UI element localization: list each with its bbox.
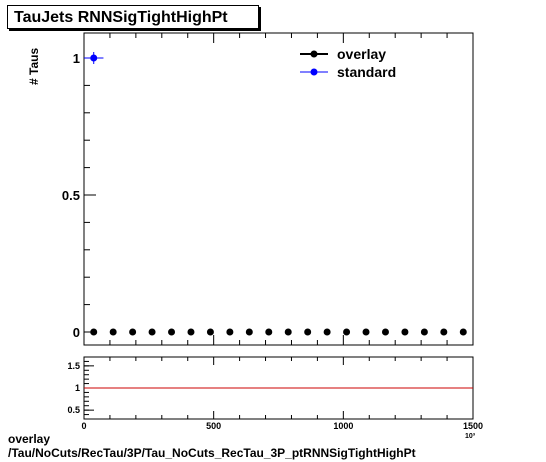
ratio-y-tick-label: 1 (75, 383, 80, 393)
overlay-point (109, 328, 117, 336)
overlay-point (323, 328, 331, 336)
x-tick-label: 1500 (463, 421, 483, 431)
footer-path: /Tau/NoCuts/RecTau/3P/Tau_NoCuts_RecTau_… (8, 446, 416, 460)
overlay-point (284, 328, 292, 336)
x-tick-label: 500 (206, 421, 221, 431)
overlay-point (168, 328, 176, 336)
overlay-point (129, 328, 137, 336)
overlay-point (401, 328, 409, 336)
overlay-point (459, 328, 467, 336)
overlay-point (265, 328, 273, 336)
overlay-point (187, 328, 195, 336)
main-plot: 0 0.5 1 # Taus overlay standard (27, 32, 474, 346)
standard-point (90, 54, 98, 62)
overlay-point (226, 328, 234, 336)
legend-label-standard: standard (337, 64, 396, 80)
overlay-point (381, 328, 389, 336)
main-plot-frame (83, 32, 474, 346)
x-tick-label: 1000 (333, 421, 353, 431)
y-tick-label: 1 (73, 51, 80, 66)
y-tick-label: 0 (73, 325, 80, 340)
ratio-y-tick-label: 1.5 (67, 361, 80, 371)
legend-marker-standard (310, 68, 318, 76)
legend-label-overlay: overlay (337, 46, 386, 62)
overlay-point (148, 328, 156, 336)
overlay-point (245, 328, 253, 336)
overlay-point (440, 328, 448, 336)
overlay-point (420, 328, 428, 336)
overlay-point (343, 328, 351, 336)
chart-title: TauJets RNNSigTightHighPt (7, 5, 259, 29)
footer-label: overlay (8, 432, 51, 446)
overlay-point (90, 328, 98, 336)
overlay-point (362, 328, 370, 336)
overlay-point (304, 328, 312, 336)
ratio-y-tick-label: 0.5 (67, 405, 80, 415)
y-axis-label: # Taus (27, 48, 41, 85)
x-tick-label: 0 (81, 421, 86, 431)
x-exponent-label: 10³ (465, 433, 476, 440)
y-tick-label: 0.5 (62, 188, 80, 203)
legend-marker-overlay (310, 50, 318, 58)
ratio-plot: 0.5 1 1.5 0 500 1000 1500 10³ (67, 356, 483, 440)
overlay-point (206, 328, 214, 336)
